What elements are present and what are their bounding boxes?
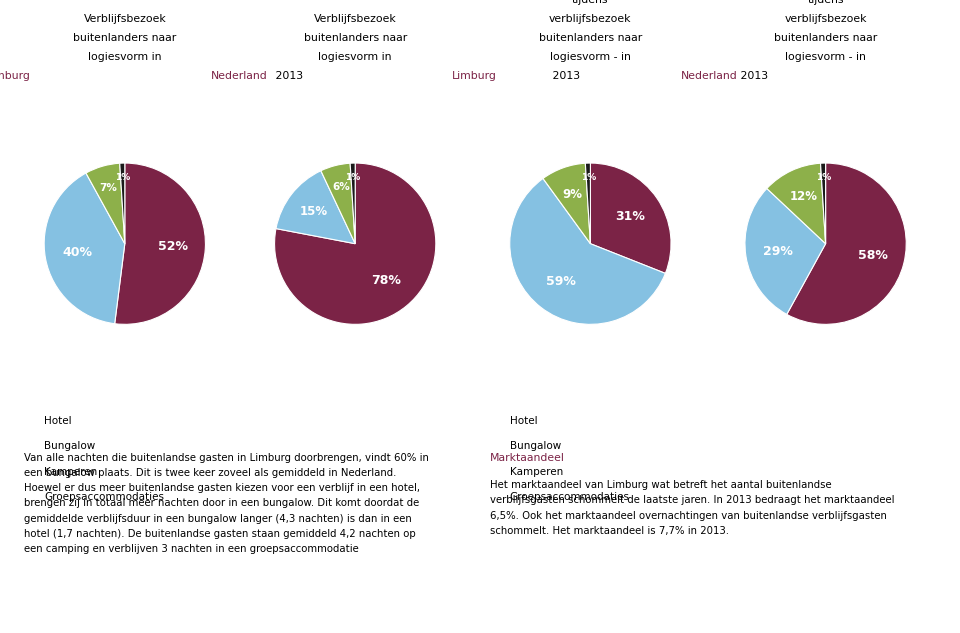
Text: logiesvorm in: logiesvorm in — [319, 52, 392, 62]
Wedge shape — [350, 163, 355, 244]
Text: 2013-2014: 2013-2014 — [887, 606, 941, 617]
Wedge shape — [590, 163, 671, 273]
Wedge shape — [745, 189, 826, 315]
Text: gemiddelde verblijfsduur in een bungalow langer (4,3 nachten) is dan in een: gemiddelde verblijfsduur in een bungalow… — [24, 514, 412, 523]
Text: 29%: 29% — [763, 245, 793, 258]
Text: buitenlanders naar: buitenlanders naar — [774, 33, 877, 43]
Text: Verblijfsbezoek: Verblijfsbezoek — [314, 14, 396, 24]
Wedge shape — [44, 173, 125, 323]
Text: buitenlanders naar: buitenlanders naar — [303, 33, 407, 43]
Text: verblijfsgasten schommelt de laatste jaren. In 2013 bedraagt het marktaandeel: verblijfsgasten schommelt de laatste jar… — [490, 496, 894, 505]
Text: 9%: 9% — [563, 188, 583, 201]
Text: Kamperen: Kamperen — [510, 467, 563, 477]
Text: Bungalow: Bungalow — [44, 441, 95, 451]
Text: verblijfsbezoek: verblijfsbezoek — [549, 14, 632, 24]
Text: Hotel: Hotel — [510, 416, 538, 426]
Wedge shape — [510, 179, 665, 324]
Text: 78%: 78% — [372, 275, 401, 287]
Text: 59%: 59% — [546, 275, 576, 289]
Text: een camping en verblijven 3 nachten in een groepsaccommodatie: een camping en verblijven 3 nachten in e… — [24, 544, 359, 555]
Text: verblijfsbezoek: verblijfsbezoek — [784, 14, 867, 24]
Text: 2013: 2013 — [272, 71, 302, 81]
Text: 15%: 15% — [300, 205, 328, 218]
Wedge shape — [767, 163, 826, 244]
Text: schommelt. Het marktaandeel is 7,7% in 2013.: schommelt. Het marktaandeel is 7,7% in 2… — [490, 526, 729, 536]
Text: 2013: 2013 — [548, 71, 580, 81]
Text: brengen zij in totaal meer nachten door in een bungalow. Dit komt doordat de: brengen zij in totaal meer nachten door … — [24, 498, 420, 508]
Text: tijdens: tijdens — [807, 0, 844, 5]
Text: Toeristische Trendrapportage Limburg: Toeristische Trendrapportage Limburg — [19, 606, 207, 617]
Text: 58%: 58% — [857, 249, 887, 262]
Text: Hoewel er dus meer buitenlandse gasten kiezen voor een verblijf in een hotel,: Hoewel er dus meer buitenlandse gasten k… — [24, 483, 420, 493]
Text: Groepsaccommodaties: Groepsaccommodaties — [510, 492, 630, 502]
Wedge shape — [276, 171, 355, 244]
Wedge shape — [120, 163, 125, 244]
Text: 52%: 52% — [158, 241, 188, 253]
Wedge shape — [321, 163, 355, 244]
Text: Het marktaandeel van Limburg wat betreft het aantal buitenlandse: Het marktaandeel van Limburg wat betreft… — [490, 480, 831, 490]
Text: 19: 19 — [473, 606, 487, 617]
Text: Verblijfsbezoek: Verblijfsbezoek — [84, 14, 166, 24]
Text: 40%: 40% — [62, 246, 92, 260]
Text: Marktaandeel: Marktaandeel — [490, 453, 564, 463]
Text: buitenlanders naar: buitenlanders naar — [539, 33, 642, 43]
Text: Kamperen: Kamperen — [44, 467, 97, 477]
Text: Nederland: Nederland — [682, 71, 738, 81]
Text: 1%: 1% — [115, 173, 131, 182]
Text: 6%: 6% — [332, 182, 349, 192]
Text: 7%: 7% — [100, 183, 117, 193]
Text: hotel (1,7 nachten). De buitenlandse gasten staan gemiddeld 4,2 nachten op: hotel (1,7 nachten). De buitenlandse gas… — [24, 529, 416, 539]
Text: Groepsaccommodaties: Groepsaccommodaties — [44, 492, 164, 502]
Wedge shape — [275, 163, 436, 324]
Text: 2013: 2013 — [737, 71, 768, 81]
Wedge shape — [114, 163, 205, 324]
Wedge shape — [586, 163, 590, 244]
Wedge shape — [821, 163, 826, 244]
Text: 12%: 12% — [789, 190, 817, 203]
Text: Limburg: Limburg — [0, 71, 31, 81]
Text: Van alle nachten die buitenlandse gasten in Limburg doorbrengen, vindt 60% in: Van alle nachten die buitenlandse gasten… — [24, 453, 429, 463]
Wedge shape — [86, 163, 125, 244]
Text: Bungalow: Bungalow — [510, 441, 561, 451]
Text: Nederland: Nederland — [211, 71, 268, 81]
Text: 1%: 1% — [346, 173, 361, 182]
Text: Hotel: Hotel — [44, 416, 72, 426]
Text: een bungalow plaats. Dit is twee keer zoveel als gemiddeld in Nederland.: een bungalow plaats. Dit is twee keer zo… — [24, 468, 396, 478]
Wedge shape — [543, 163, 590, 244]
Text: logiesvorm - in: logiesvorm - in — [785, 52, 866, 62]
Text: buitenlanders naar: buitenlanders naar — [73, 33, 177, 43]
Wedge shape — [787, 163, 906, 324]
Text: 6,5%. Ook het marktaandeel overnachtingen van buitenlandse verblijfsgasten: 6,5%. Ook het marktaandeel overnachtinge… — [490, 511, 886, 520]
Text: logiesvorm in: logiesvorm in — [88, 52, 161, 62]
Text: Limburg: Limburg — [452, 71, 496, 81]
Text: tijdens: tijdens — [572, 0, 609, 5]
Text: logiesvorm - in: logiesvorm - in — [550, 52, 631, 62]
Text: 1%: 1% — [816, 173, 831, 182]
Text: 1%: 1% — [581, 173, 596, 182]
Text: 31%: 31% — [615, 210, 645, 223]
